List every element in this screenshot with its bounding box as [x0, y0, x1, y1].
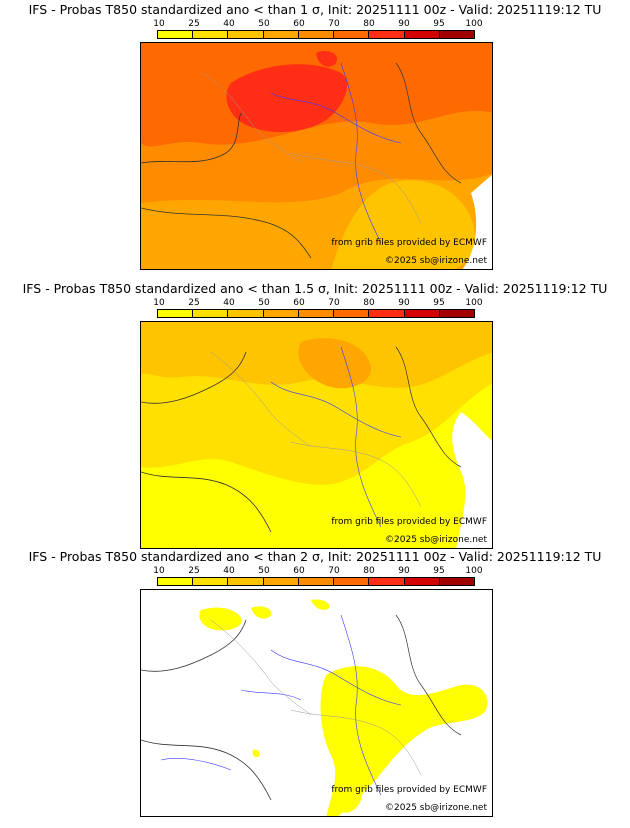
colorbar-swatch	[158, 310, 194, 317]
colorbar-tick: 10	[153, 298, 165, 308]
colorbar-tick: 70	[328, 566, 340, 576]
colorbar-tick: 100	[465, 298, 483, 308]
colorbar-tick: 90	[398, 19, 410, 29]
colorbar-swatch	[228, 31, 264, 38]
colorbar-swatch	[404, 578, 440, 585]
colorbar-tick: 95	[433, 19, 445, 29]
colorbar-swatch	[158, 578, 194, 585]
colorbar-tick: 25	[188, 19, 200, 29]
colorbar	[157, 30, 475, 39]
colorbar-tick: 90	[398, 566, 410, 576]
copyright: ©2025 sb@irizone.net	[385, 535, 487, 545]
map-panel-1: IFS - Probas T850 standardized ano < tha…	[0, 2, 630, 274]
colorbar-tick: 60	[293, 298, 305, 308]
source-credit: from grib files provided by ECMWF	[331, 517, 487, 527]
colorbar-tick-labels: 10 25 40 50 60 70 80 90 95 100	[0, 566, 630, 576]
colorbar-swatch	[439, 578, 474, 585]
colorbar-tick: 95	[433, 566, 445, 576]
colorbar-tick: 90	[398, 298, 410, 308]
map-panel-3: IFS - Probas T850 standardized ano < tha…	[0, 549, 630, 821]
colorbar-swatch	[263, 31, 299, 38]
colorbar	[157, 309, 475, 318]
copyright: ©2025 sb@irizone.net	[385, 803, 487, 813]
copyright: ©2025 sb@irizone.net	[385, 256, 487, 266]
colorbar-swatch	[228, 310, 264, 317]
map-graphic	[141, 322, 492, 548]
colorbar-swatch	[369, 578, 405, 585]
colorbar-tick: 50	[258, 298, 270, 308]
colorbar-swatch	[439, 310, 474, 317]
colorbar-tick: 50	[258, 566, 270, 576]
colorbar-swatch	[334, 31, 370, 38]
colorbar-tick: 80	[363, 298, 375, 308]
colorbar-tick: 60	[293, 19, 305, 29]
probability-map: from grib files provided by ECMWF ©2025 …	[140, 321, 493, 549]
colorbar-swatch	[298, 578, 335, 585]
colorbar-tick: 70	[328, 19, 340, 29]
colorbar-swatch	[158, 31, 194, 38]
source-credit: from grib files provided by ECMWF	[331, 785, 487, 795]
panel-title: IFS - Probas T850 standardized ano < tha…	[22, 281, 608, 296]
colorbar	[157, 577, 475, 586]
map-graphic	[141, 590, 492, 816]
probability-map: from grib files provided by ECMWF ©2025 …	[140, 42, 493, 270]
probability-map: from grib files provided by ECMWF ©2025 …	[140, 589, 493, 817]
colorbar-tick: 40	[223, 19, 235, 29]
colorbar-swatch	[298, 310, 335, 317]
colorbar-swatch	[193, 578, 229, 585]
map-graphic	[141, 43, 492, 269]
colorbar-swatch	[298, 31, 335, 38]
colorbar-tick: 80	[363, 19, 375, 29]
colorbar-tick: 80	[363, 566, 375, 576]
colorbar-tick: 100	[465, 19, 483, 29]
colorbar-tick-labels: 10 25 40 50 60 70 80 90 95 100	[0, 298, 630, 308]
colorbar-tick: 50	[258, 19, 270, 29]
colorbar-tick: 40	[223, 566, 235, 576]
colorbar-swatch	[439, 31, 474, 38]
colorbar-tick: 10	[153, 566, 165, 576]
colorbar-swatch	[228, 578, 264, 585]
panel-title: IFS - Probas T850 standardized ano < tha…	[28, 2, 602, 17]
colorbar-tick: 10	[153, 19, 165, 29]
colorbar-tick: 100	[465, 566, 483, 576]
colorbar-swatch	[404, 310, 440, 317]
colorbar-swatch	[193, 31, 229, 38]
colorbar-swatch	[334, 310, 370, 317]
colorbar-tick: 40	[223, 298, 235, 308]
colorbar-swatch	[334, 578, 370, 585]
colorbar-tick: 25	[188, 566, 200, 576]
panel-title: IFS - Probas T850 standardized ano < tha…	[28, 549, 602, 564]
colorbar-swatch	[263, 578, 299, 585]
colorbar-swatch	[193, 310, 229, 317]
colorbar-swatch	[404, 31, 440, 38]
colorbar-tick: 95	[433, 298, 445, 308]
map-panel-2: IFS - Probas T850 standardized ano < tha…	[0, 281, 630, 553]
colorbar-tick: 70	[328, 298, 340, 308]
source-credit: from grib files provided by ECMWF	[331, 238, 487, 248]
colorbar-swatch	[369, 31, 405, 38]
colorbar-tick-labels: 10 25 40 50 60 70 80 90 95 100	[0, 19, 630, 29]
colorbar-tick: 25	[188, 298, 200, 308]
colorbar-swatch	[263, 310, 299, 317]
colorbar-swatch	[369, 310, 405, 317]
colorbar-tick: 60	[293, 566, 305, 576]
